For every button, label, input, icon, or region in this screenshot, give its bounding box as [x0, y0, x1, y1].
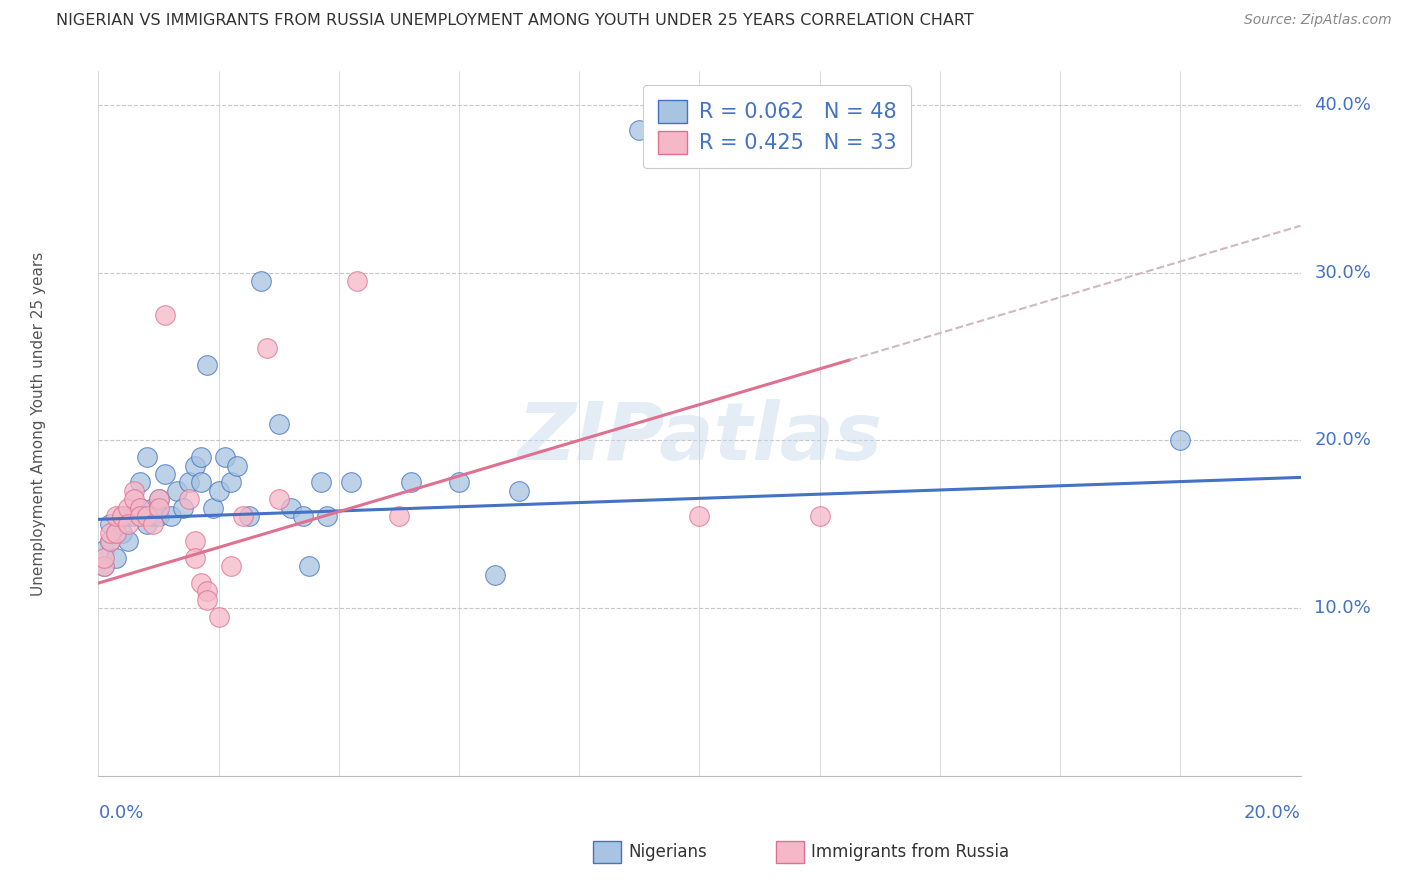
Point [225, 458, 247, 473]
Text: Unemployment Among Youth under 25 years: Unemployment Among Youth under 25 years [31, 252, 46, 596]
Point [166, 483, 188, 498]
Point [256, 341, 278, 355]
Text: Nigerians: Nigerians [628, 843, 707, 861]
Text: 30.0%: 30.0% [1315, 264, 1371, 282]
Point [183, 534, 205, 549]
Point [214, 450, 236, 465]
Point [219, 559, 242, 574]
Point [124, 508, 146, 523]
Point [388, 508, 411, 523]
Point [219, 475, 242, 490]
Point [105, 508, 128, 523]
Point [267, 492, 290, 507]
Point [100, 534, 122, 549]
Point [280, 500, 302, 515]
Point [129, 475, 152, 490]
Point [190, 475, 212, 490]
Point [484, 567, 506, 582]
Point [117, 500, 139, 515]
Point [141, 508, 163, 523]
Point [111, 508, 134, 523]
Point [447, 475, 470, 490]
Point [508, 483, 530, 498]
Point [135, 517, 157, 532]
Point [159, 508, 181, 523]
Point [153, 308, 176, 322]
Text: 40.0%: 40.0% [1315, 96, 1371, 114]
Point [100, 525, 122, 540]
Text: ZIPatlas: ZIPatlas [517, 399, 882, 477]
Text: 20.0%: 20.0% [1315, 432, 1371, 450]
Point [232, 508, 254, 523]
Point [105, 525, 128, 540]
Point [117, 517, 139, 532]
Point [100, 534, 122, 549]
Point [688, 508, 710, 523]
Point [148, 492, 170, 507]
Point [172, 500, 194, 515]
Point [249, 274, 271, 288]
Text: 0.0%: 0.0% [98, 805, 143, 822]
Point [148, 508, 170, 523]
Point [141, 500, 163, 515]
Point [201, 500, 224, 515]
Point [190, 576, 212, 591]
Point [346, 274, 368, 288]
Point [298, 559, 321, 574]
Point [100, 517, 122, 532]
Point [208, 483, 231, 498]
Point [124, 483, 146, 498]
Point [93, 550, 115, 565]
Point [93, 559, 115, 574]
Point [135, 508, 157, 523]
Point [117, 534, 139, 549]
Text: NIGERIAN VS IMMIGRANTS FROM RUSSIA UNEMPLOYMENT AMONG YOUTH UNDER 25 YEARS CORRE: NIGERIAN VS IMMIGRANTS FROM RUSSIA UNEMP… [56, 13, 974, 29]
Point [141, 517, 163, 532]
Point [183, 458, 205, 473]
Point [124, 492, 146, 507]
Point [340, 475, 363, 490]
Point [105, 525, 128, 540]
Point [399, 475, 422, 490]
Point [117, 508, 139, 523]
Point [177, 492, 200, 507]
Point [93, 542, 115, 557]
Point [808, 508, 831, 523]
Point [129, 500, 152, 515]
Point [129, 508, 152, 523]
Point [190, 450, 212, 465]
Point [177, 475, 200, 490]
Text: Source: ZipAtlas.com: Source: ZipAtlas.com [1244, 13, 1392, 28]
Point [111, 525, 134, 540]
Point [195, 358, 218, 372]
Text: 10.0%: 10.0% [1315, 599, 1371, 617]
Point [309, 475, 332, 490]
Point [208, 609, 231, 624]
Point [135, 450, 157, 465]
Point [1170, 434, 1192, 448]
Point [183, 550, 205, 565]
Point [315, 508, 337, 523]
Point [628, 123, 651, 137]
Point [148, 500, 170, 515]
Point [153, 467, 176, 481]
Point [111, 508, 134, 523]
Point [105, 550, 128, 565]
Text: 20.0%: 20.0% [1244, 805, 1301, 822]
Point [291, 508, 314, 523]
Point [129, 500, 152, 515]
Point [238, 508, 260, 523]
Point [267, 417, 290, 431]
Point [195, 592, 218, 607]
Point [148, 492, 170, 507]
Point [195, 584, 218, 599]
Point [93, 559, 115, 574]
Legend: R = 0.062   N = 48, R = 0.425   N = 33: R = 0.062 N = 48, R = 0.425 N = 33 [643, 86, 911, 169]
Text: Immigrants from Russia: Immigrants from Russia [811, 843, 1010, 861]
